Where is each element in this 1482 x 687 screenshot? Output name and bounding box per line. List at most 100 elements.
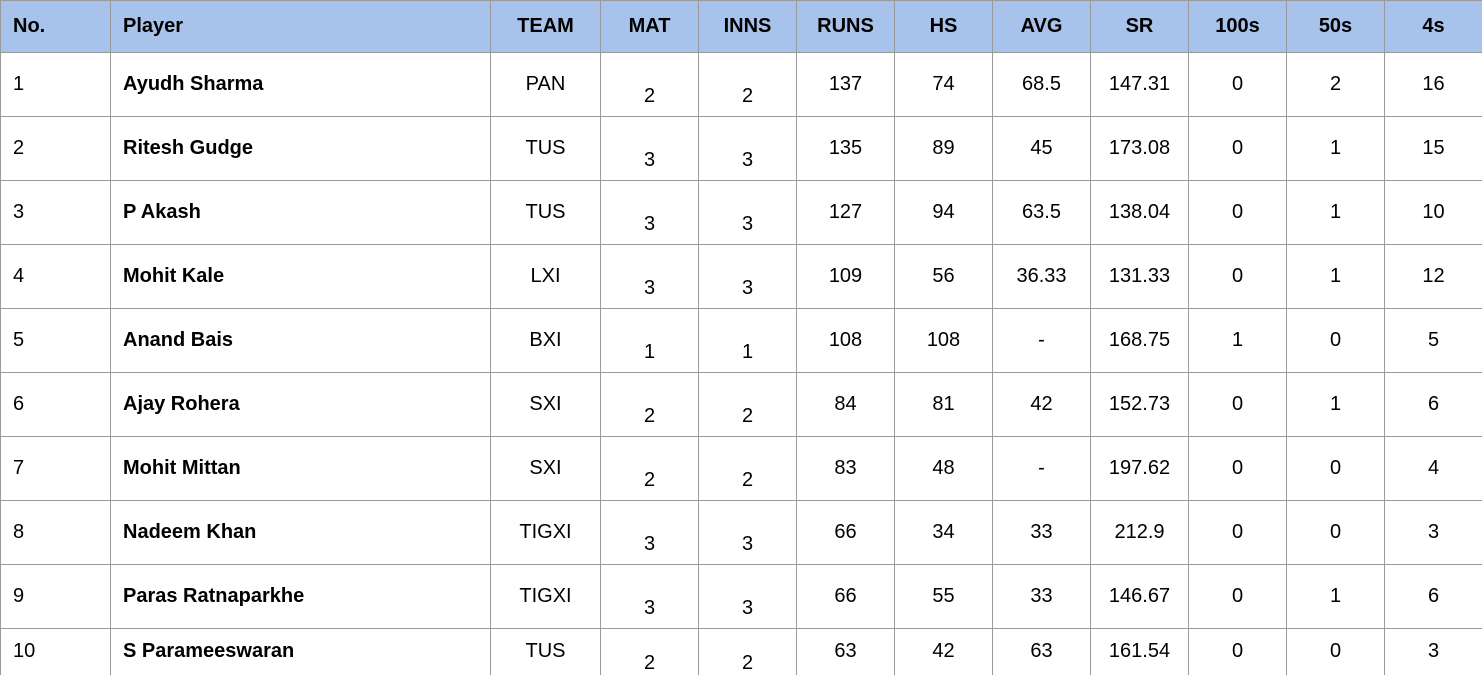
stats-table: No.PlayerTEAMMATINNSRUNSHSAVGSR100s50s4s… xyxy=(0,0,1482,675)
cell-mat: 2 xyxy=(601,629,699,675)
cell-avg: 42 xyxy=(993,373,1091,437)
table-row: 5Anand BaisBXI11108108-168.751057 xyxy=(1,309,1482,373)
cell-50s: 1 xyxy=(1287,181,1385,245)
col-header-4s: 4s xyxy=(1385,1,1482,53)
col-header-100s: 100s xyxy=(1189,1,1287,53)
cell-inns: 3 xyxy=(699,501,797,565)
cell-sr: 146.67 xyxy=(1091,565,1189,629)
col-header-avg: AVG xyxy=(993,1,1091,53)
cell-100s: 0 xyxy=(1189,117,1287,181)
cell-inns: 2 xyxy=(699,53,797,117)
cell-50s: 2 xyxy=(1287,53,1385,117)
cell-100s: 0 xyxy=(1189,53,1287,117)
table-row: 3P AkashTUS331279463.5138.0401105 xyxy=(1,181,1482,245)
cell-mat: 3 xyxy=(601,181,699,245)
table-row: 4Mohit KaleLXI331095636.33131.3301123 xyxy=(1,245,1482,309)
cell-no: 7 xyxy=(1,437,111,501)
cell-team: SXI xyxy=(491,437,601,501)
cell-avg: 63.5 xyxy=(993,181,1091,245)
cell-inns: 3 xyxy=(699,245,797,309)
cell-50s: 0 xyxy=(1287,437,1385,501)
cell-4s: 12 xyxy=(1385,245,1482,309)
cell-player: Ajay Rohera xyxy=(111,373,491,437)
cell-hs: 42 xyxy=(895,629,993,675)
cell-50s: 0 xyxy=(1287,629,1385,675)
cell-player: Mohit Kale xyxy=(111,245,491,309)
cell-sr: 168.75 xyxy=(1091,309,1189,373)
cell-inns: 2 xyxy=(699,437,797,501)
cell-inns: 2 xyxy=(699,629,797,675)
cell-no: 6 xyxy=(1,373,111,437)
cell-runs: 135 xyxy=(797,117,895,181)
table-row: 7Mohit MittanSXI228348-197.620047 xyxy=(1,437,1482,501)
cell-sr: 173.08 xyxy=(1091,117,1189,181)
cell-player: P Akash xyxy=(111,181,491,245)
cell-mat: 3 xyxy=(601,565,699,629)
cell-team: TUS xyxy=(491,117,601,181)
cell-mat: 3 xyxy=(601,501,699,565)
cell-no: 5 xyxy=(1,309,111,373)
cell-avg: 45 xyxy=(993,117,1091,181)
cell-100s: 0 xyxy=(1189,373,1287,437)
cell-hs: 48 xyxy=(895,437,993,501)
cell-runs: 109 xyxy=(797,245,895,309)
cell-runs: 127 xyxy=(797,181,895,245)
cell-sr: 212.9 xyxy=(1091,501,1189,565)
cell-player: Ritesh Gudge xyxy=(111,117,491,181)
col-header-inns: INNS xyxy=(699,1,797,53)
cell-4s: 15 xyxy=(1385,117,1482,181)
cell-mat: 1 xyxy=(601,309,699,373)
table-header-row: No.PlayerTEAMMATINNSRUNSHSAVGSR100s50s4s… xyxy=(1,1,1482,53)
cell-mat: 3 xyxy=(601,245,699,309)
cell-mat: 3 xyxy=(601,117,699,181)
table-row: 2Ritesh GudgeTUS331358945173.0801156 xyxy=(1,117,1482,181)
cell-team: TIGXI xyxy=(491,565,601,629)
col-header-hs: HS xyxy=(895,1,993,53)
cell-mat: 2 xyxy=(601,53,699,117)
cell-50s: 0 xyxy=(1287,309,1385,373)
cell-inns: 3 xyxy=(699,117,797,181)
cell-runs: 108 xyxy=(797,309,895,373)
cell-team: PAN xyxy=(491,53,601,117)
cell-4s: 5 xyxy=(1385,309,1482,373)
cell-team: TIGXI xyxy=(491,501,601,565)
col-header-player: Player xyxy=(111,1,491,53)
cell-hs: 108 xyxy=(895,309,993,373)
table-row: 6Ajay RoheraSXI22848142152.730164 xyxy=(1,373,1482,437)
cell-100s: 0 xyxy=(1189,437,1287,501)
cell-avg: 33 xyxy=(993,565,1091,629)
cell-100s: 0 xyxy=(1189,181,1287,245)
cell-hs: 94 xyxy=(895,181,993,245)
cell-sr: 161.54 xyxy=(1091,629,1189,675)
cell-no: 2 xyxy=(1,117,111,181)
cell-hs: 81 xyxy=(895,373,993,437)
cell-50s: 1 xyxy=(1287,565,1385,629)
cell-team: TUS xyxy=(491,181,601,245)
cell-no: 4 xyxy=(1,245,111,309)
cell-50s: 0 xyxy=(1287,501,1385,565)
cell-inns: 3 xyxy=(699,181,797,245)
col-header-sr: SR xyxy=(1091,1,1189,53)
cell-100s: 0 xyxy=(1189,629,1287,675)
col-header-50s: 50s xyxy=(1287,1,1385,53)
cell-sr: 147.31 xyxy=(1091,53,1189,117)
cell-runs: 63 xyxy=(797,629,895,675)
cell-4s: 3 xyxy=(1385,501,1482,565)
cell-no: 10 xyxy=(1,629,111,675)
cell-100s: 0 xyxy=(1189,245,1287,309)
cell-inns: 3 xyxy=(699,565,797,629)
cell-4s: 6 xyxy=(1385,373,1482,437)
cell-100s: 1 xyxy=(1189,309,1287,373)
cell-no: 9 xyxy=(1,565,111,629)
cell-sr: 138.04 xyxy=(1091,181,1189,245)
cell-sr: 152.73 xyxy=(1091,373,1189,437)
cell-inns: 1 xyxy=(699,309,797,373)
cell-4s: 10 xyxy=(1385,181,1482,245)
cell-inns: 2 xyxy=(699,373,797,437)
cell-avg: 33 xyxy=(993,501,1091,565)
col-header-mat: MAT xyxy=(601,1,699,53)
stats-table-container: No.PlayerTEAMMATINNSRUNSHSAVGSR100s50s4s… xyxy=(0,0,1482,675)
cell-runs: 137 xyxy=(797,53,895,117)
cell-player: Ayudh Sharma xyxy=(111,53,491,117)
cell-sr: 131.33 xyxy=(1091,245,1189,309)
